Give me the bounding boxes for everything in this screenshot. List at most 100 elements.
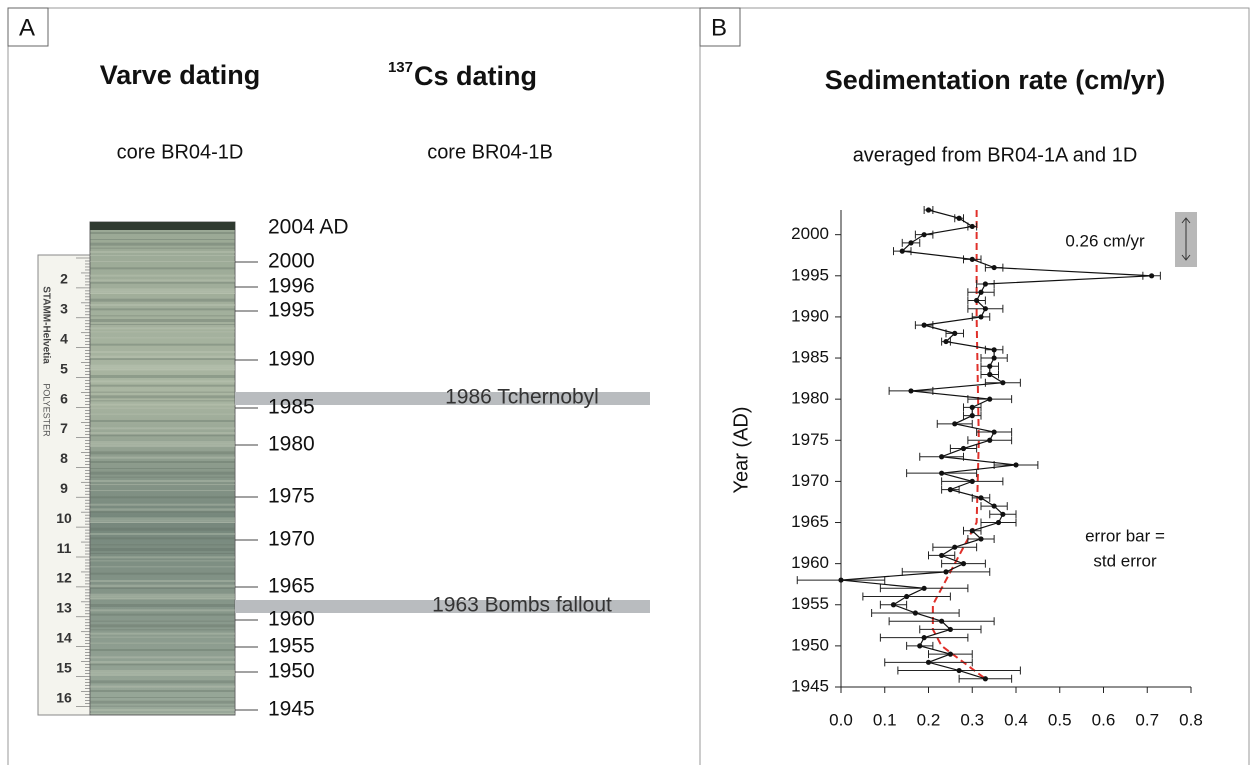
subtitle: core BR04-1D [117, 141, 244, 163]
varve [90, 441, 235, 444]
ruler-number: 16 [56, 689, 72, 705]
data-point [995, 519, 1002, 526]
ruler-number: 5 [60, 360, 68, 376]
year-label: 2004 AD [268, 216, 349, 239]
y-tick-label: 1980 [791, 389, 829, 408]
title-superscript: 137 [388, 59, 413, 76]
varve [90, 503, 235, 506]
ruler-number: 15 [56, 659, 72, 675]
varve [90, 267, 235, 270]
data-point [890, 602, 897, 608]
varve [90, 670, 235, 673]
y-tick-label: 1955 [791, 594, 829, 613]
varve [90, 247, 235, 249]
data-point [969, 404, 975, 410]
ruler-number: 13 [56, 600, 72, 616]
year-label: 1995 [268, 299, 315, 322]
varve [90, 407, 235, 409]
core-photo [89, 221, 236, 716]
varve [90, 298, 235, 302]
x-tick-label: 0.8 [1179, 710, 1203, 729]
data-point [943, 569, 949, 575]
data-point [969, 413, 975, 419]
varve [90, 556, 235, 559]
panel-label-box [7, 7, 49, 47]
data-point [969, 223, 975, 230]
varve [90, 364, 235, 368]
ruler-number: 11 [57, 540, 72, 556]
data-point [991, 429, 997, 435]
varve [90, 420, 235, 422]
data-point [917, 643, 923, 649]
data-point [925, 659, 932, 665]
varve [90, 480, 235, 482]
varve [90, 391, 235, 393]
varve [90, 279, 235, 283]
panel-label-box [699, 7, 741, 47]
varve [90, 490, 235, 491]
data-point [978, 314, 984, 320]
varve [90, 413, 235, 415]
varve [90, 632, 235, 635]
year-label: 1945 [268, 698, 315, 721]
varve [90, 713, 235, 714]
error-note: std error [1093, 551, 1157, 570]
varve [90, 572, 235, 575]
varve [90, 403, 235, 406]
varve [90, 375, 235, 378]
data-point [991, 355, 997, 361]
year-label: 1975 [268, 485, 315, 508]
varve [90, 548, 235, 551]
varve [90, 527, 235, 531]
varve [90, 232, 235, 234]
varve [90, 358, 235, 360]
data-point [969, 528, 975, 534]
varve [90, 461, 235, 463]
varve [90, 324, 235, 325]
ruler-number: 7 [60, 420, 68, 436]
y-axis-label: Year (AD) [730, 406, 752, 493]
varve [90, 609, 235, 612]
panel-b: 0.0 0.1 0.2 0.3 0.4 0.5 0.6 0.7 0.8 1945 1950 1955 1… [791, 206, 1203, 729]
ruler-number: 9 [60, 480, 68, 496]
varve [90, 690, 235, 692]
data-point [960, 445, 967, 452]
x-tick-label: 0.5 [1048, 710, 1072, 729]
data-point [921, 585, 927, 591]
x-tick-label: 0.2 [917, 710, 941, 729]
varve [90, 351, 235, 353]
y-tick-label: 1985 [791, 348, 829, 367]
y-tick-label: 1960 [791, 553, 829, 572]
year-label: 1965 [268, 575, 315, 598]
varve [90, 544, 235, 546]
ruler [37, 254, 91, 716]
marker-label: 1986 Tchernobyl [445, 386, 599, 409]
data-point [921, 322, 927, 328]
y-tick-label: 1965 [791, 512, 829, 531]
year-label: 1970 [268, 528, 315, 551]
data-point [943, 338, 949, 345]
varve [90, 709, 235, 711]
varve [90, 288, 235, 292]
panel-b-frame [699, 7, 1250, 765]
varve [90, 434, 235, 437]
varve [90, 443, 235, 447]
varve [90, 315, 235, 317]
varve [90, 642, 235, 644]
data-point [987, 396, 993, 402]
varve [90, 355, 235, 359]
data-point [939, 454, 945, 460]
year-label: 2000 [268, 250, 315, 273]
varve [90, 560, 235, 562]
data-point [978, 289, 984, 295]
data-point [952, 544, 958, 550]
varve [90, 620, 235, 622]
core-top [90, 222, 235, 230]
varve [90, 367, 235, 371]
data-point [1013, 462, 1019, 468]
varve [90, 663, 235, 666]
varve [90, 255, 235, 256]
varve [90, 517, 235, 521]
varve [90, 432, 235, 435]
data-point [952, 330, 958, 336]
